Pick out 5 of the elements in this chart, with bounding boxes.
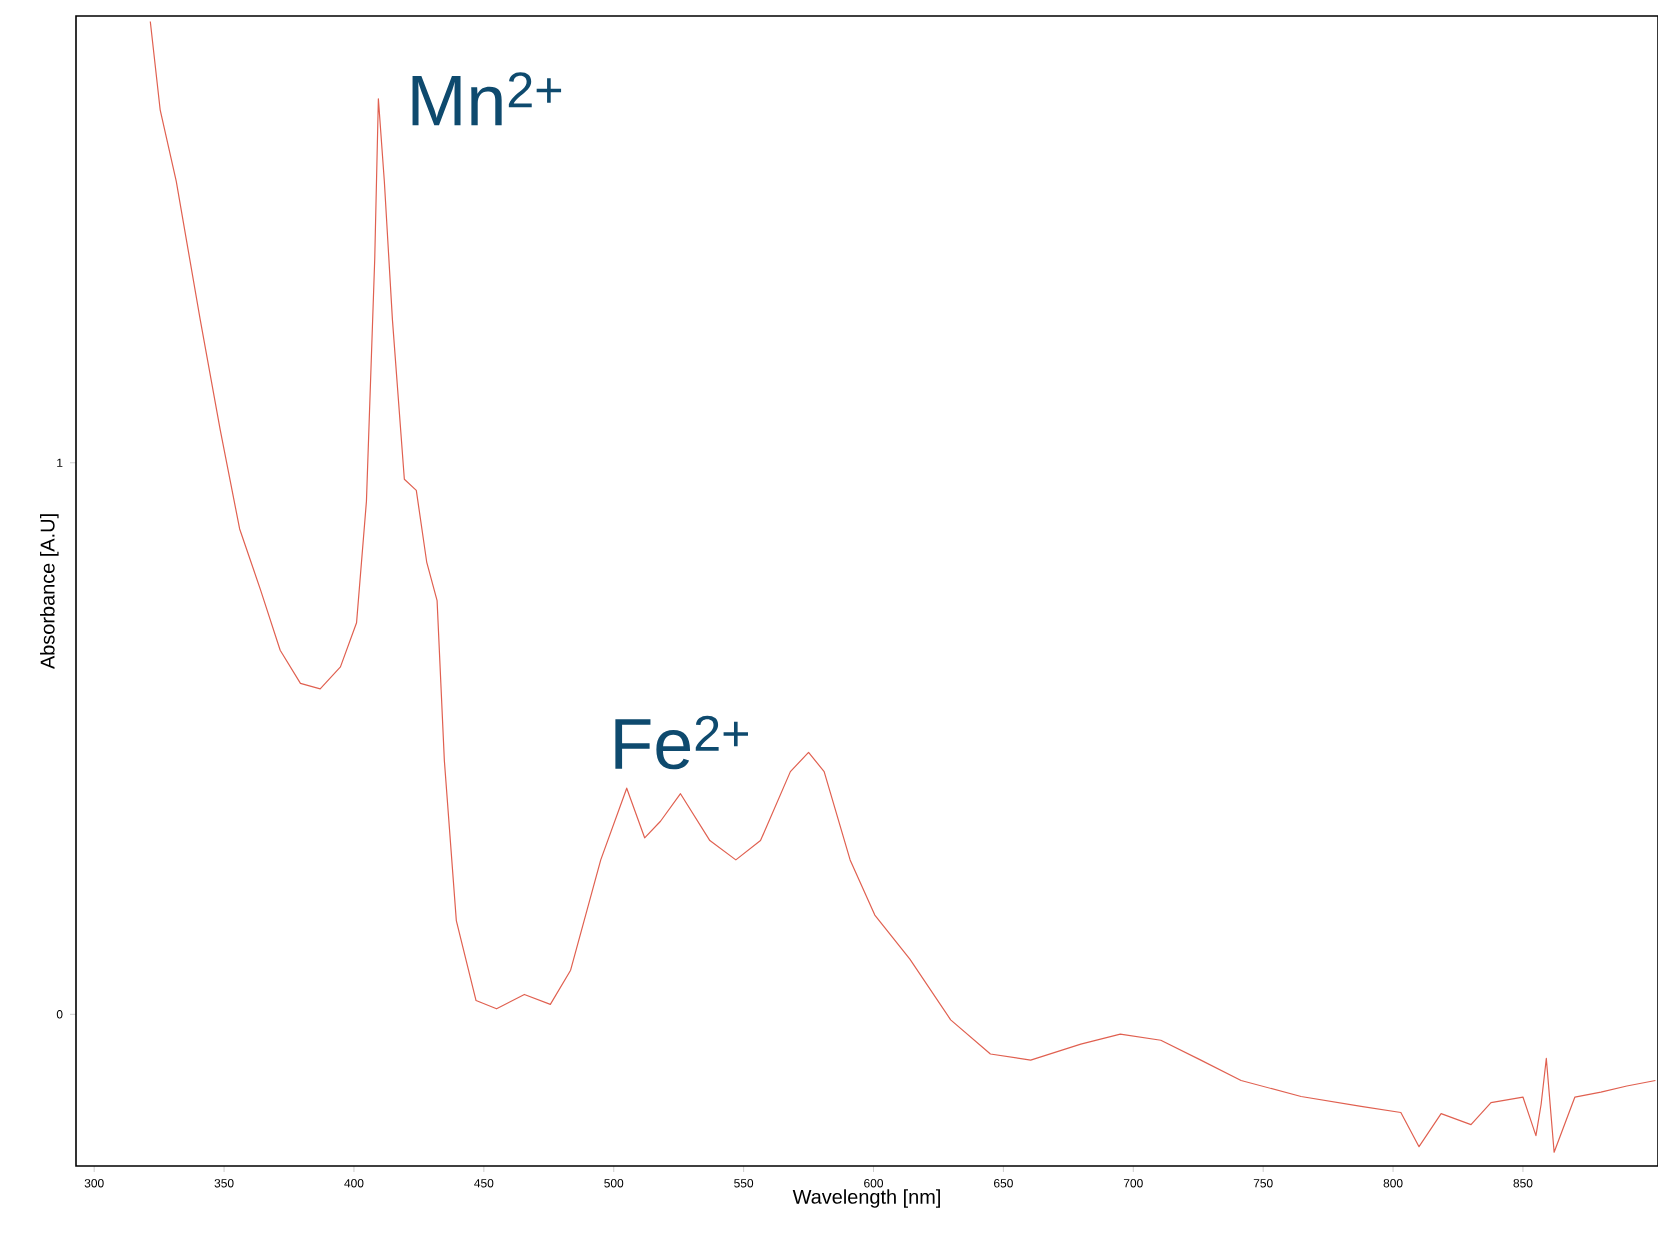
y-axis-title: Absorbance [A.U] bbox=[40, 514, 59, 670]
annotation: Fe$^{2+}$ bbox=[615, 715, 748, 770]
x-axis-title: Wavelength [nm] bbox=[792, 1189, 940, 1208]
line-series bbox=[149, 20, 1657, 1153]
annotation: Mn$^{2+}$ bbox=[412, 72, 562, 126]
